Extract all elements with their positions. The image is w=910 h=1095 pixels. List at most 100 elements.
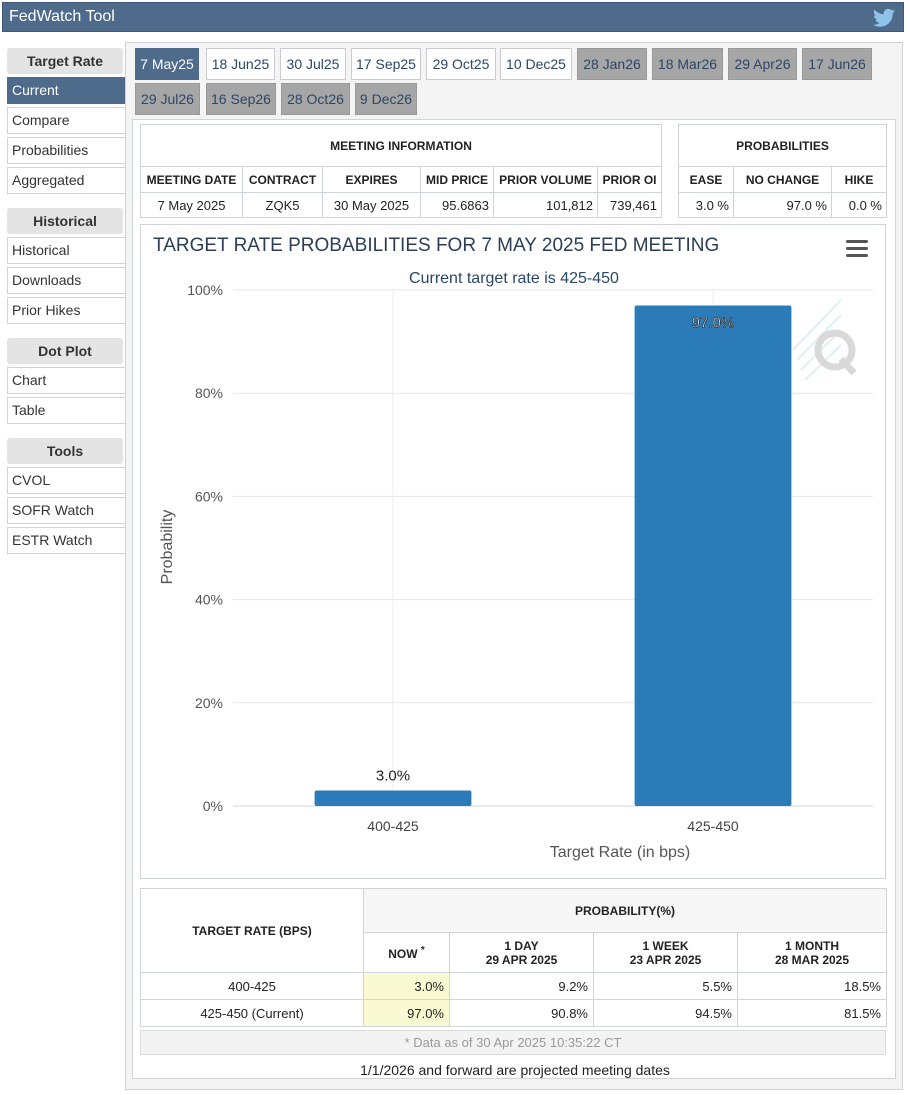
tab-meeting-18-mar26[interactable]: 18 Mar26 — [652, 48, 723, 80]
tab-meeting-17-sep25[interactable]: 17 Sep25 — [351, 48, 421, 80]
probabilities-table: PROBABILITIES EASE NO CHANGE HIKE 3.0 % … — [678, 124, 887, 218]
tab-meeting-10-dec25[interactable]: 10 Dec25 — [500, 48, 572, 80]
data-as-of-note: * Data as of 30 Apr 2025 10:35:22 CT — [140, 1030, 886, 1055]
chart-bars: 3.0% 97.0% — [314, 305, 792, 806]
bar-400-425[interactable] — [314, 790, 472, 806]
x-axis-label: Target Rate (in bps) — [550, 844, 691, 861]
probability-history-table: TARGET RATE (BPS) PROBABILITY(%) NOW * 1… — [140, 888, 887, 1027]
sidebar-heading-dot-plot: Dot Plot — [7, 338, 123, 364]
sidebar: Target Rate Current Compare Probabilitie… — [5, 48, 128, 554]
col-mid-price: MID PRICE — [420, 166, 494, 193]
sidebar-item-probabilities[interactable]: Probabilities — [7, 137, 128, 164]
col-1-month-date: 28 MAR 2025 — [774, 952, 850, 967]
probability-chart: TARGET RATE PROBABILITIES FOR 7 MAY 2025… — [140, 224, 886, 879]
prior-volume-value: 101,812 — [493, 192, 598, 218]
x-tick-label: 400-425 — [367, 818, 419, 834]
chart-canvas: TARGET RATE PROBABILITIES FOR 7 MAY 2025… — [153, 235, 873, 861]
hike-value: 0.0 % — [831, 192, 887, 218]
tab-meeting-9-dec26[interactable]: 9 Dec26 — [355, 83, 417, 115]
col-1-week: 1 WEEK 23 APR 2025 — [593, 932, 738, 973]
probability-heading: PROBABILITY(%) — [363, 888, 887, 933]
chart-subtitle: Current target rate is 425-450 — [409, 270, 619, 287]
no-change-value: 97.0 % — [733, 192, 832, 218]
meeting-date-value: 7 May 2025 — [140, 192, 243, 218]
col-target-rate-bps: TARGET RATE (BPS) — [140, 888, 364, 973]
sidebar-item-downloads[interactable]: Downloads — [7, 267, 128, 294]
main-content: 7 May25 18 Jun25 30 Jul25 17 Sep25 29 Oc… — [125, 42, 903, 1090]
prior-oi-value: 739,461 — [597, 192, 662, 218]
row-1-week-value: 94.5% — [593, 999, 738, 1027]
col-ease: EASE — [678, 166, 734, 193]
chart-title: TARGET RATE PROBABILITIES FOR 7 MAY 2025… — [153, 235, 719, 256]
table-row: 425-450 (Current) 97.0% 90.8% 94.5% 81.5… — [140, 999, 887, 1027]
sidebar-item-aggregated[interactable]: Aggregated — [7, 167, 128, 194]
meeting-panel: MEETING INFORMATION MEETING DATE CONTRAC… — [132, 119, 896, 1079]
y-tick-label: 60% — [195, 488, 223, 504]
col-prior-oi: PRIOR OI — [597, 166, 662, 193]
sidebar-heading-tools: Tools — [7, 438, 123, 464]
col-contract: CONTRACT — [242, 166, 323, 193]
col-1-week-label: 1 WEEK — [642, 938, 689, 953]
col-hike: HIKE — [831, 166, 887, 193]
col-now-label: NOW — [388, 946, 418, 961]
sidebar-item-compare[interactable]: Compare — [7, 107, 128, 134]
tab-meeting-18-jun25[interactable]: 18 Jun25 — [206, 48, 275, 80]
sidebar-item-sofr-watch[interactable]: SOFR Watch — [7, 497, 128, 524]
probabilities-heading: PROBABILITIES — [678, 124, 887, 167]
tab-meeting-17-jun26[interactable]: 17 Jun26 — [802, 48, 872, 80]
sidebar-item-table[interactable]: Table — [7, 397, 128, 424]
title-bar: FedWatch Tool — [2, 2, 904, 32]
y-tick-label: 0% — [203, 798, 223, 814]
col-1-day-label: 1 DAY — [504, 938, 539, 953]
mid-price-value: 95.6863 — [420, 192, 494, 218]
hamburger-menu-icon[interactable] — [846, 240, 868, 257]
row-rate: 400-425 — [140, 972, 364, 1000]
contract-value: ZQK5 — [242, 192, 323, 218]
tab-meeting-28-jan26[interactable]: 28 Jan26 — [577, 48, 647, 80]
row-1-month-value: 18.5% — [737, 972, 887, 1000]
y-tick-label: 20% — [195, 695, 223, 711]
y-axis-ticks: 0% 20% 40% 60% 80% 100% — [187, 282, 223, 814]
col-now-marker: * — [420, 944, 425, 956]
tab-meeting-29-apr26[interactable]: 29 Apr26 — [728, 48, 797, 80]
expires-value: 30 May 2025 — [322, 192, 421, 218]
y-tick-label: 80% — [195, 385, 223, 401]
row-1-month-value: 81.5% — [737, 999, 887, 1027]
q-logo-icon — [792, 299, 857, 381]
x-tick-label: 425-450 — [687, 818, 739, 834]
tab-meeting-30-jul25[interactable]: 30 Jul25 — [280, 48, 346, 80]
row-now-value: 3.0% — [363, 972, 450, 1000]
sidebar-item-cvol[interactable]: CVOL — [7, 467, 128, 494]
bar-425-450[interactable] — [634, 305, 792, 806]
twitter-icon[interactable] — [873, 8, 895, 28]
y-axis-label: Probability — [159, 510, 176, 585]
row-rate: 425-450 (Current) — [140, 999, 364, 1027]
x-axis-ticks: 400-425 425-450 — [367, 818, 739, 834]
meeting-info-table: MEETING INFORMATION MEETING DATE CONTRAC… — [140, 124, 662, 218]
table-row: 400-425 3.0% 9.2% 5.5% 18.5% — [140, 972, 887, 1000]
bar-data-label: 3.0% — [376, 768, 410, 785]
tab-meeting-16-sep26[interactable]: 16 Sep26 — [206, 83, 276, 115]
projected-dates-footnote: 1/1/2026 and forward are projected meeti… — [360, 1062, 670, 1078]
tab-meeting-28-oct26[interactable]: 28 Oct26 — [281, 83, 350, 115]
row-1-week-value: 5.5% — [593, 972, 738, 1000]
sidebar-item-current[interactable]: Current — [7, 77, 128, 104]
row-1-day-value: 9.2% — [449, 972, 594, 1000]
sidebar-heading-historical: Historical — [7, 208, 123, 234]
col-1-month: 1 MONTH 28 MAR 2025 — [737, 932, 887, 973]
meeting-info-heading: MEETING INFORMATION — [140, 124, 662, 167]
sidebar-item-prior-hikes[interactable]: Prior Hikes — [7, 297, 128, 324]
col-1-week-date: 23 APR 2025 — [629, 952, 702, 967]
col-1-month-label: 1 MONTH — [785, 938, 839, 953]
tab-meeting-29-jul26[interactable]: 29 Jul26 — [135, 83, 200, 115]
col-now: NOW * — [363, 932, 450, 973]
tab-meeting-29-oct25[interactable]: 29 Oct25 — [426, 48, 496, 80]
sidebar-item-chart[interactable]: Chart — [7, 367, 128, 394]
sidebar-item-estr-watch[interactable]: ESTR Watch — [7, 527, 128, 554]
sidebar-item-historical[interactable]: Historical — [7, 237, 128, 264]
col-no-change: NO CHANGE — [733, 166, 832, 193]
col-expires: EXPIRES — [322, 166, 421, 193]
bar-data-label: 97.0% — [692, 314, 735, 331]
col-1-day-date: 29 APR 2025 — [485, 952, 558, 967]
tab-meeting-7-may25[interactable]: 7 May25 — [135, 48, 199, 80]
